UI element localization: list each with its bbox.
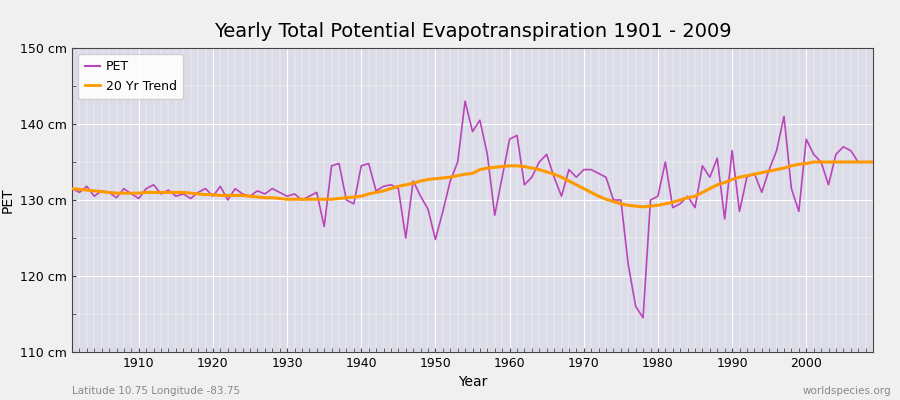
Y-axis label: PET: PET [1, 187, 14, 213]
Title: Yearly Total Potential Evapotranspiration 1901 - 2009: Yearly Total Potential Evapotranspiratio… [213, 22, 732, 41]
Text: Latitude 10.75 Longitude -83.75: Latitude 10.75 Longitude -83.75 [72, 386, 240, 396]
Text: worldspecies.org: worldspecies.org [803, 386, 891, 396]
Legend: PET, 20 Yr Trend: PET, 20 Yr Trend [78, 54, 183, 99]
X-axis label: Year: Year [458, 376, 487, 390]
